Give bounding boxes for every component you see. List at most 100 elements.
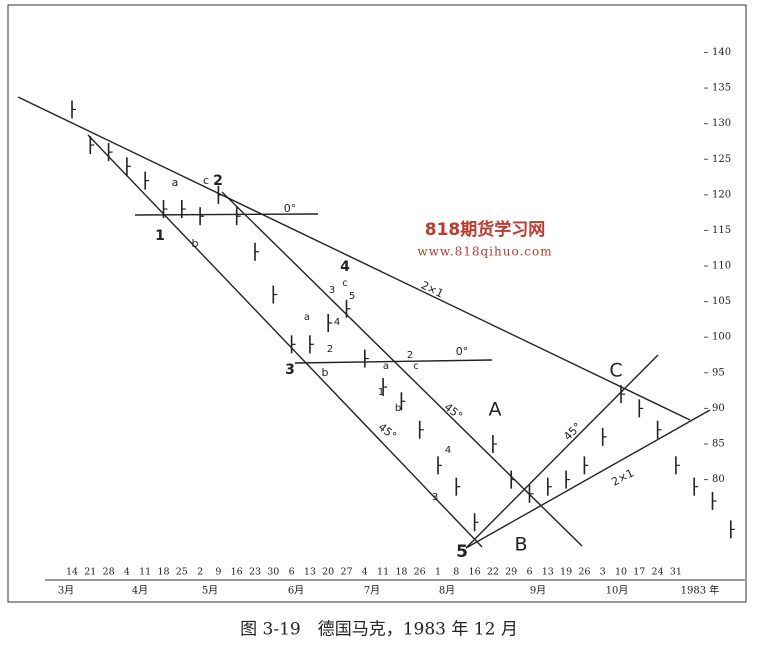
- x-tick-label: 4: [124, 567, 130, 578]
- month-label: 5月: [202, 585, 218, 597]
- annotation: A: [489, 399, 502, 421]
- annotation: b: [192, 237, 199, 250]
- x-tick-label: 22: [487, 567, 499, 578]
- x-tick-label: 9: [215, 567, 221, 578]
- annotation: 4: [340, 259, 350, 275]
- month-label: 9月: [530, 585, 546, 597]
- annotation: 5: [349, 291, 355, 302]
- x-tick-label: 29: [505, 567, 517, 578]
- trendlines: [17, 96, 711, 549]
- month-label: 3月: [58, 585, 74, 597]
- x-tick-label: 27: [340, 567, 352, 578]
- x-tick-label: 24: [652, 567, 664, 578]
- x-tick-label: 6: [289, 567, 295, 578]
- trendline: [294, 359, 493, 364]
- annotation: 2×1: [419, 279, 446, 301]
- y-tick-label: 140: [712, 47, 731, 58]
- watermark: 818期货学习网: [425, 219, 546, 240]
- x-tick-label: 2: [197, 567, 203, 578]
- x-tick-label: 17: [633, 567, 645, 578]
- x-tick-label: 10: [615, 567, 627, 578]
- annotation: 5: [456, 542, 468, 562]
- x-tick-label: 25: [176, 567, 188, 578]
- month-label: 10月: [606, 585, 629, 597]
- annotation: 1: [155, 228, 165, 244]
- x-tick-label: 16: [231, 567, 243, 578]
- x-tick-label: 28: [103, 567, 115, 578]
- watermark-url: www.818qihuo.com: [417, 245, 552, 259]
- trendline: [17, 96, 691, 421]
- x-tick-label: 11: [377, 567, 389, 578]
- x-tick-label: 31: [670, 567, 682, 578]
- y-tick-label: 85: [712, 438, 725, 449]
- month-label: 6月: [288, 585, 304, 597]
- x-tick-label: 18: [395, 567, 407, 578]
- x-tick-label: 3: [600, 567, 606, 578]
- month-label: 4月: [132, 585, 148, 597]
- y-tick-label: 90: [712, 403, 725, 414]
- annotation: 2×1: [609, 466, 636, 488]
- annotation: 3: [285, 362, 295, 378]
- x-tick-label: 4: [362, 567, 368, 578]
- annotation: c: [203, 174, 209, 187]
- y-tick-label: 95: [712, 367, 725, 378]
- x-tick-label: 20: [322, 567, 334, 578]
- annotation: 4: [334, 317, 340, 328]
- x-tick-label: 21: [84, 567, 96, 578]
- x-tick-label: 23: [249, 567, 261, 578]
- trendline: [134, 213, 319, 216]
- annotation: a: [172, 176, 179, 189]
- annotation: c: [342, 278, 348, 289]
- annotation: 2: [213, 173, 223, 189]
- annotation: b: [395, 403, 401, 414]
- annotation: b: [322, 366, 329, 379]
- frame: [7, 4, 747, 603]
- trendline: [465, 354, 659, 549]
- trendline: [87, 134, 483, 548]
- trendline: [221, 191, 583, 547]
- month-label: 8月: [439, 585, 455, 597]
- y-tick-label: 105: [712, 296, 731, 307]
- x-tick-label: 13: [542, 567, 554, 578]
- x-tick-label: 16: [469, 567, 481, 578]
- x-tick-label: 19: [560, 567, 572, 578]
- annotation: 1: [378, 387, 384, 398]
- annotation: a: [304, 312, 310, 323]
- annotation: 45°: [442, 400, 465, 422]
- y-tick-label: 135: [712, 83, 731, 94]
- x-tick-label: 8: [453, 567, 459, 578]
- x-tick-label: 14: [66, 567, 78, 578]
- x-tick-label: 18: [157, 567, 169, 578]
- annotation: 2: [327, 344, 333, 355]
- x-tick-label: 1: [435, 567, 441, 578]
- y-tick-label: 110: [712, 261, 731, 272]
- annotation: c: [413, 361, 419, 372]
- annotation: 0°: [456, 345, 469, 358]
- annotation: B: [514, 534, 527, 556]
- trendline: [465, 409, 711, 549]
- x-tick-label: 6: [526, 567, 532, 578]
- x-tick-label: 30: [267, 567, 279, 578]
- annotation: 0°: [284, 202, 297, 215]
- annotation: 3: [329, 285, 335, 296]
- annotation: 45°: [561, 420, 584, 443]
- y-tick-label: 115: [712, 225, 731, 236]
- annotation: 2: [407, 350, 413, 361]
- month-label: 7月: [364, 585, 380, 597]
- annotation: 3: [432, 492, 438, 503]
- y-tick-label: 130: [712, 118, 731, 129]
- x-tick-label: 26: [578, 567, 590, 578]
- annotation: a: [383, 361, 389, 372]
- x-tick-label: 11: [139, 567, 151, 578]
- x-tick-label: 26: [414, 567, 426, 578]
- annotation: C: [609, 360, 622, 382]
- caption: 图 3-19 德国马克，1983 年 12 月: [240, 620, 518, 640]
- annotation: 4: [445, 445, 451, 456]
- y-tick-label: 100: [712, 332, 731, 343]
- month-label: 1983 年: [681, 584, 720, 597]
- x-tick-label: 13: [304, 567, 316, 578]
- y-tick-label: 125: [712, 154, 731, 165]
- y-tick-label: 120: [712, 189, 731, 200]
- y-tick-label: 80: [712, 474, 725, 485]
